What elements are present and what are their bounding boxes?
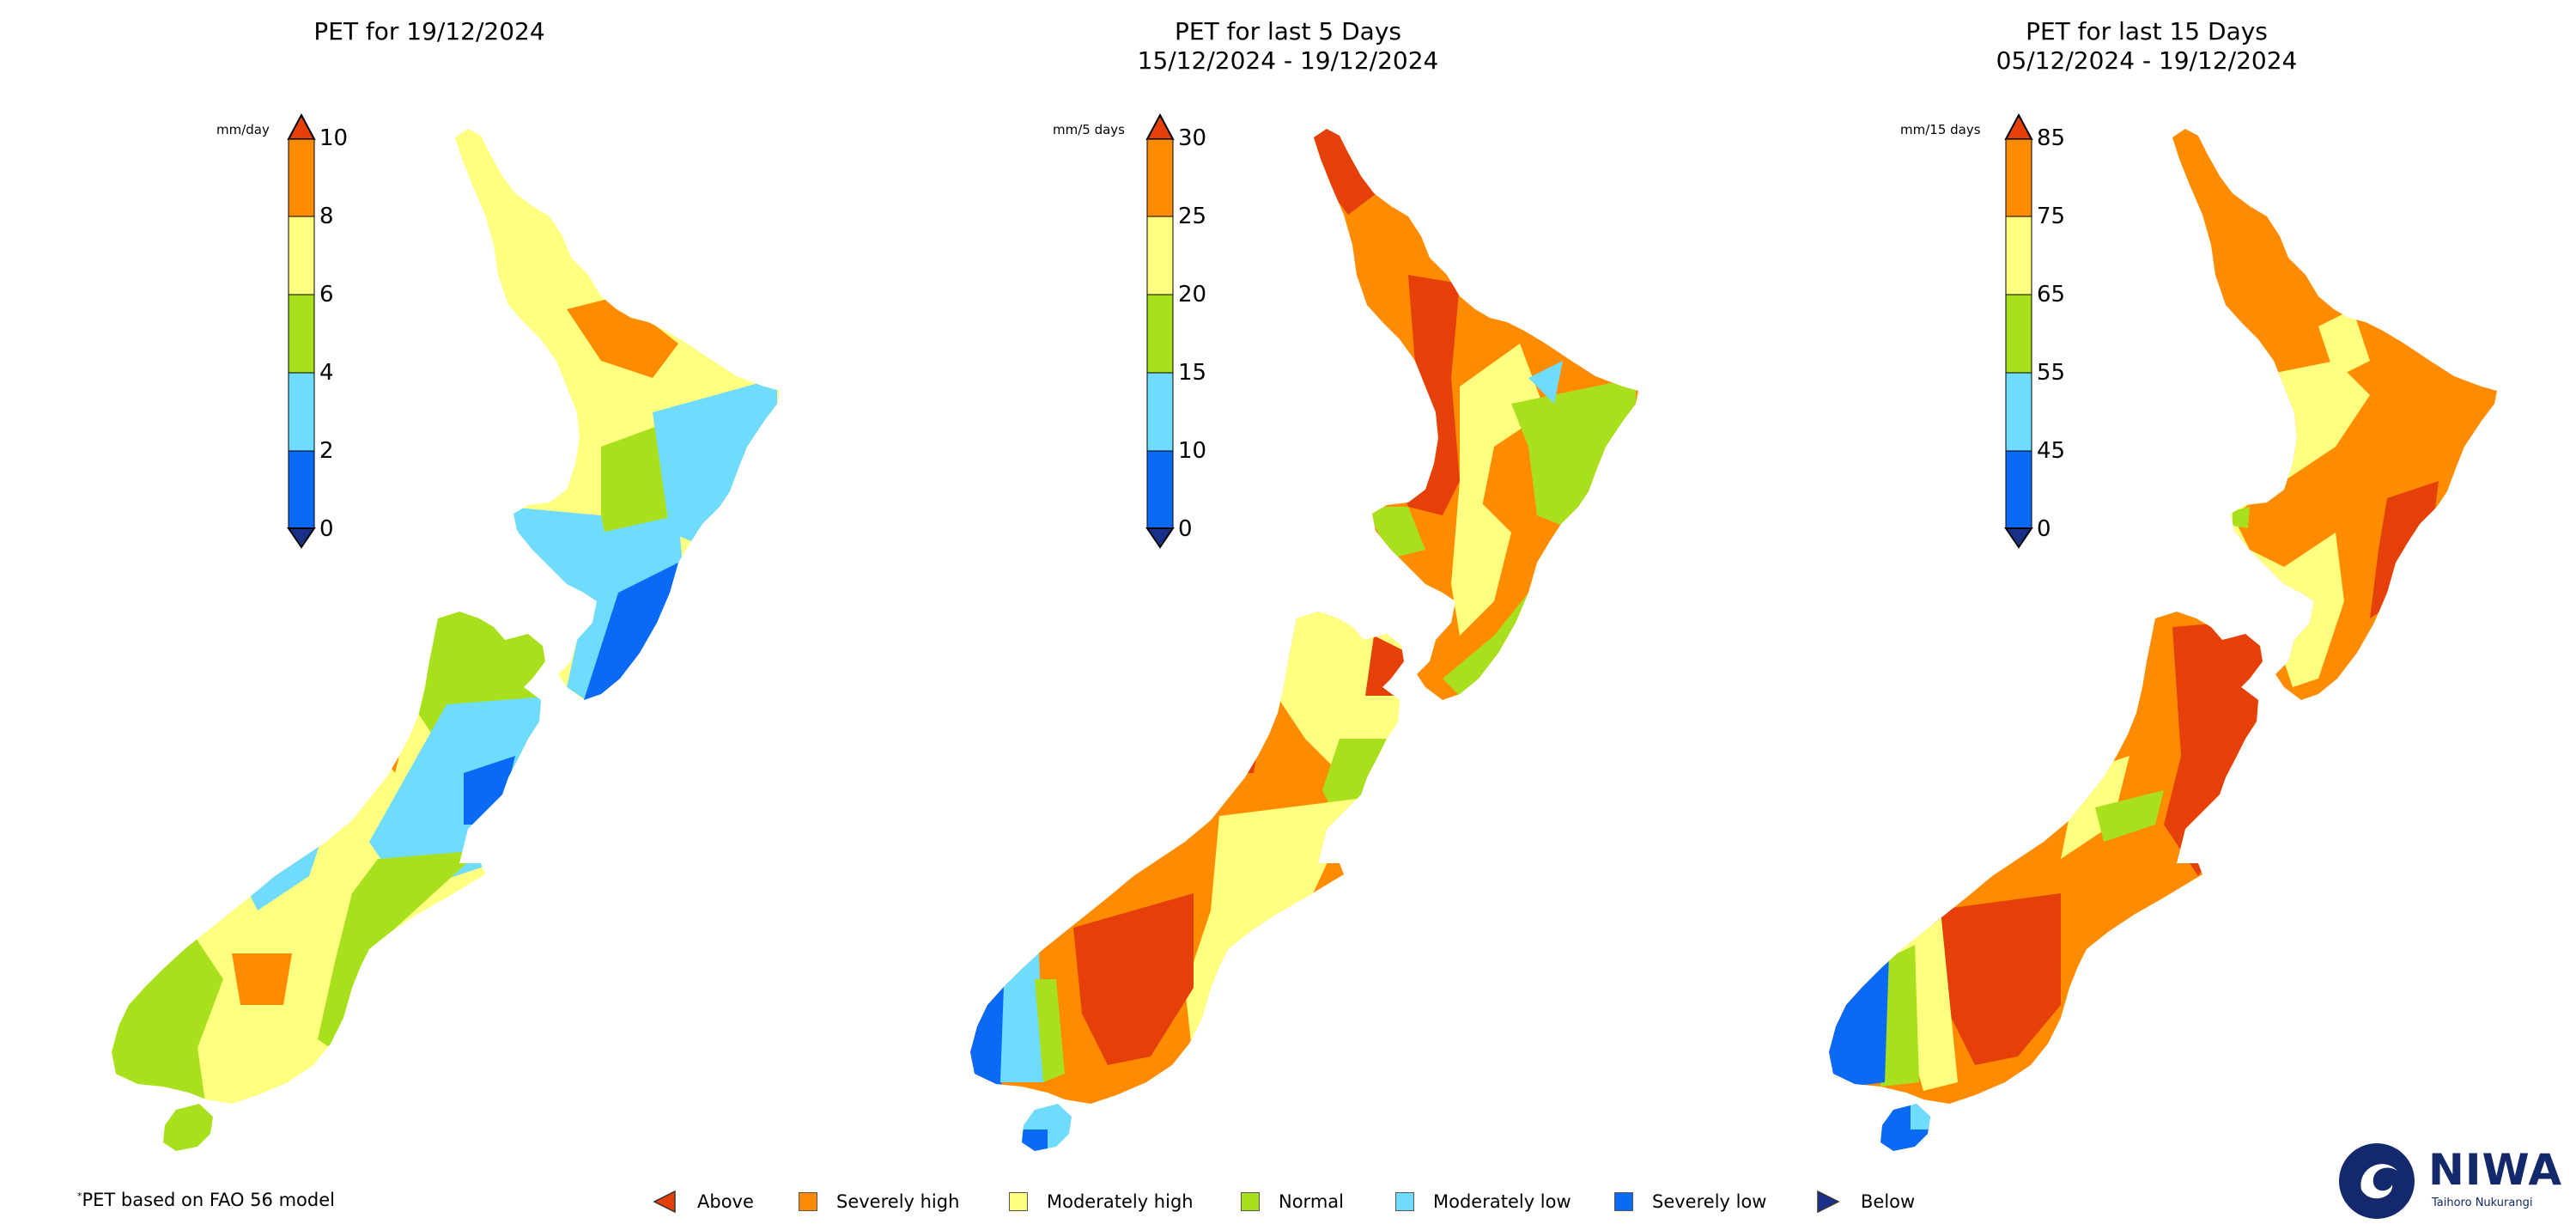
colorbar-segment bbox=[1146, 450, 1174, 529]
panel-5day-pet: PET for last 5 Days 15/12/2024 - 19/12/2… bbox=[859, 0, 1717, 1224]
colorbar-segment bbox=[288, 216, 315, 295]
colorbar-tick: 8 bbox=[319, 204, 334, 229]
nz-map bbox=[1829, 129, 2497, 1151]
colorbar-segment bbox=[2005, 372, 2032, 452]
legend-item-above: Above bbox=[653, 1187, 754, 1216]
colorbar-segment bbox=[1146, 294, 1174, 374]
colorbar-unit-label: mm/5 days bbox=[1053, 122, 1125, 137]
panel-15day-pet: PET for last 15 Days 05/12/2024 - 19/12/… bbox=[1717, 0, 2576, 1224]
colorbar-segment bbox=[288, 138, 315, 217]
colorbar-tick: 6 bbox=[319, 282, 334, 308]
colorbar-segment bbox=[288, 294, 315, 374]
square-icon bbox=[1241, 1192, 1260, 1211]
nz-map bbox=[970, 129, 1638, 1151]
square-icon bbox=[799, 1192, 817, 1211]
legend-item-normal: Normal bbox=[1241, 1187, 1344, 1216]
colorbar-segment bbox=[1146, 216, 1174, 295]
colorbar-tick: 65 bbox=[2037, 282, 2066, 308]
legend-item-severely-high: Severely high bbox=[799, 1187, 959, 1216]
colorbar-segment bbox=[1146, 138, 1174, 217]
colorbar bbox=[2004, 113, 2033, 549]
nz-map bbox=[112, 129, 780, 1151]
south-island bbox=[1829, 612, 2263, 1104]
colorbar-below-extension bbox=[1145, 527, 1175, 549]
stewart-island bbox=[1880, 1104, 1930, 1151]
legend-item-below: Below bbox=[1816, 1187, 1915, 1216]
colorbar-segment bbox=[288, 450, 315, 529]
square-icon bbox=[1395, 1192, 1414, 1211]
stewart-island bbox=[1022, 1104, 1072, 1151]
colorbar-below-extension bbox=[287, 527, 316, 549]
niwa-logo-name: NIWA bbox=[2428, 1145, 2563, 1195]
colorbar-tick: 85 bbox=[2037, 125, 2066, 151]
colorbar-tick: 0 bbox=[1178, 516, 1193, 542]
colorbar-tick: 20 bbox=[1178, 282, 1207, 308]
colorbar-tick: 15 bbox=[1178, 360, 1207, 386]
colorbar-tick: 10 bbox=[319, 125, 349, 151]
colorbar-segment bbox=[2005, 138, 2032, 217]
colorbar-tick: 10 bbox=[1178, 438, 1207, 464]
colorbar-tick: 0 bbox=[319, 516, 334, 542]
colorbar-tick: 30 bbox=[1178, 125, 1207, 151]
colorbar-tick: 25 bbox=[1178, 204, 1207, 229]
colorbar-tick: 75 bbox=[2037, 204, 2066, 229]
colorbar bbox=[1145, 113, 1175, 549]
panel-title: PET for last 5 Days 15/12/2024 - 19/12/2… bbox=[1137, 17, 1439, 75]
triangle-left-icon bbox=[653, 1190, 676, 1214]
colorbar-tick: 45 bbox=[2037, 438, 2066, 464]
niwa-logo-tagline: Taihoro Nukurangi bbox=[2432, 1197, 2533, 1209]
panel-title: PET for last 15 Days 05/12/2024 - 19/12/… bbox=[1996, 17, 2298, 75]
colorbar-segment bbox=[2005, 216, 2032, 295]
square-icon bbox=[1614, 1192, 1633, 1211]
colorbar-segment bbox=[1146, 372, 1174, 452]
colorbar-tick: 4 bbox=[319, 360, 334, 386]
panel-title: PET for 19/12/2024 bbox=[313, 17, 545, 46]
triangle-right-icon bbox=[1817, 1190, 1840, 1214]
panel-daily-pet: PET for 19/12/2024 mm/day 10 8 6 4 2 0 bbox=[0, 0, 859, 1224]
legend-item-moderately-low: Moderately low bbox=[1395, 1187, 1571, 1216]
colorbar-segment bbox=[2005, 450, 2032, 529]
south-island bbox=[970, 612, 1404, 1104]
colorbar-below-extension bbox=[2004, 527, 2033, 549]
legend-item-severely-low: Severely low bbox=[1614, 1187, 1767, 1216]
square-icon bbox=[1009, 1192, 1028, 1211]
stewart-island bbox=[163, 1104, 213, 1151]
colorbar-unit-label: mm/15 days bbox=[1900, 122, 1981, 137]
colorbar bbox=[287, 113, 316, 549]
colorbar-tick: 0 bbox=[2037, 516, 2051, 542]
niwa-swirl-icon bbox=[2339, 1143, 2415, 1219]
colorbar-tick: 55 bbox=[2037, 360, 2066, 386]
colorbar-tick: 2 bbox=[319, 438, 334, 464]
footnote: *PET based on FAO 56 model bbox=[77, 1190, 335, 1210]
colorbar-segment bbox=[2005, 294, 2032, 374]
south-island bbox=[112, 612, 545, 1104]
niwa-logo: NIWA Taihoro Nukurangi bbox=[2336, 1138, 2563, 1219]
legend-item-moderately-high: Moderately high bbox=[1009, 1187, 1194, 1216]
colorbar-unit-label: mm/day bbox=[216, 122, 270, 137]
colorbar-segment bbox=[288, 372, 315, 452]
